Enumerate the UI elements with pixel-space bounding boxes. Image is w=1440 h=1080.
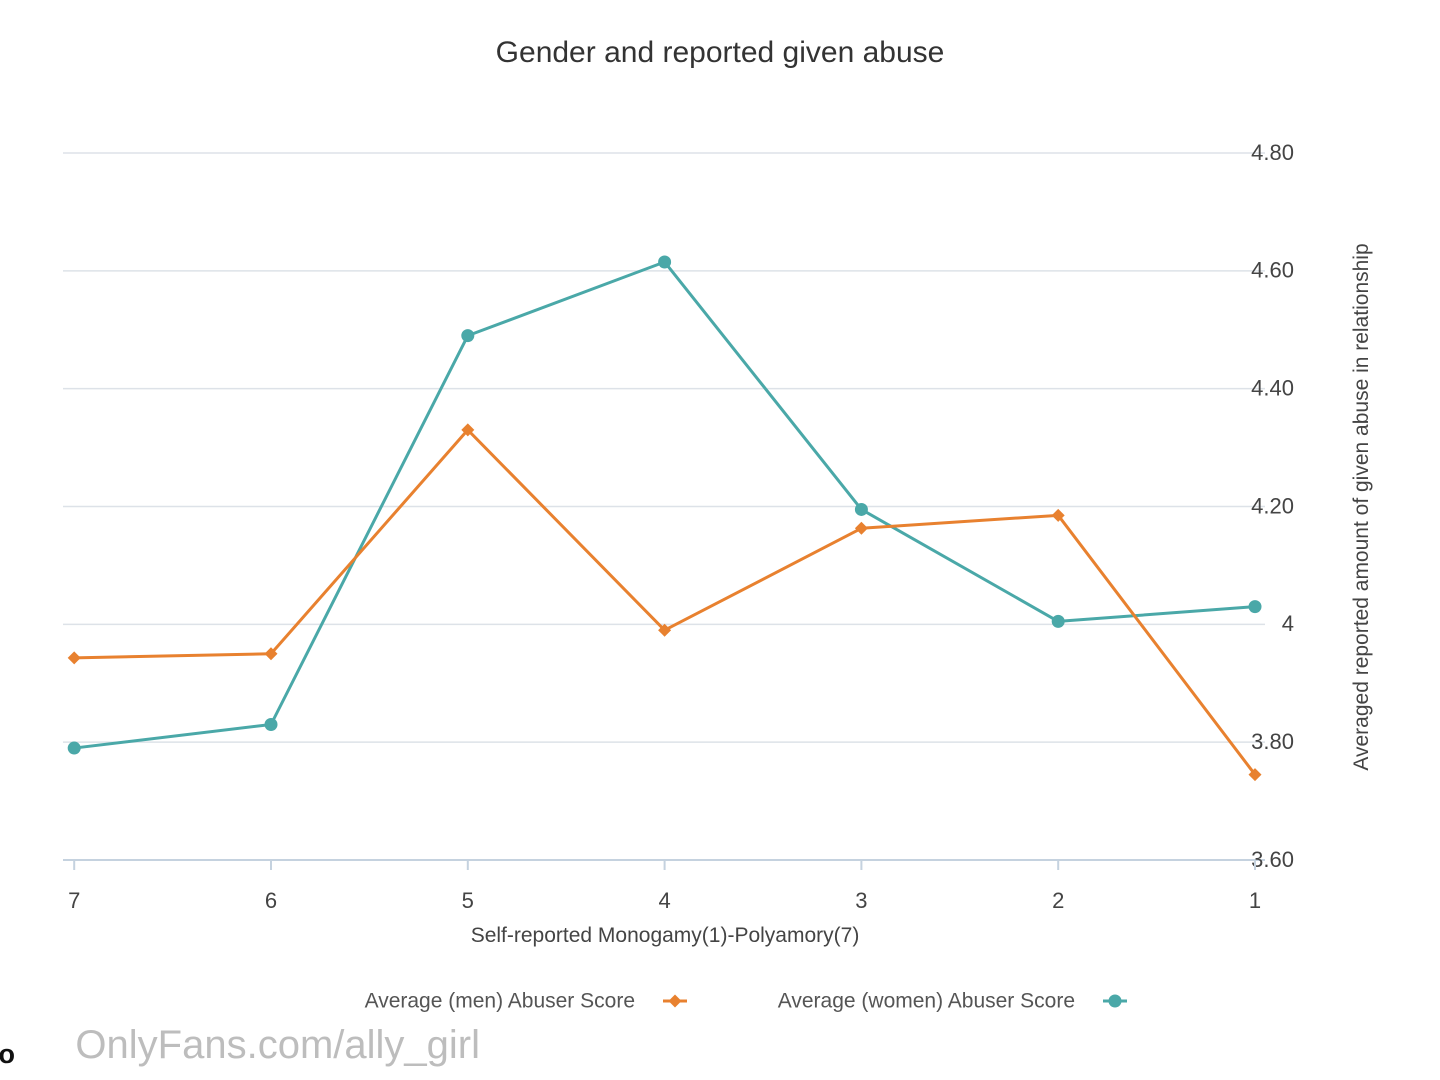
watermark: OnlyFans.com/ally_girl — [75, 1023, 480, 1067]
y-axis-ticks: 3.60 3.80 4 4.20 4.40 4.60 4.80 — [1251, 140, 1294, 872]
data-point-men — [658, 623, 672, 637]
x-tick-label: 5 — [462, 888, 474, 913]
data-point-men — [461, 423, 475, 437]
y-tick-label: 3.80 — [1251, 729, 1294, 754]
y-tick-label: 4 — [1282, 611, 1294, 636]
data-point-women — [854, 502, 868, 516]
y-tick-label: 4.20 — [1251, 493, 1294, 518]
series-line-women — [74, 260, 1256, 750]
data-point-women — [67, 741, 81, 755]
x-tick-label: 2 — [1052, 888, 1064, 913]
data-point-women — [264, 717, 278, 731]
legend-label-women: Average (women) Abuser Score — [778, 990, 1075, 1013]
x-tick-label: 4 — [658, 888, 670, 913]
x-axis-ticks: 1 2 3 4 5 6 7 — [68, 860, 1261, 913]
data-point-men — [67, 651, 81, 665]
series-line-men — [74, 428, 1257, 776]
data-point-men — [264, 647, 278, 661]
legend-label-men: Average (men) Abuser Score — [365, 990, 635, 1013]
data-point-men — [854, 521, 868, 535]
x-axis-label: Self-reported Monogamy(1)-Polyamory(7) — [471, 924, 860, 947]
data-point-women — [461, 329, 475, 343]
x-tick-label: 3 — [855, 888, 867, 913]
legend: Average (women) Abuser Score Average (men… — [365, 990, 1127, 1013]
data-point-men — [1248, 768, 1262, 782]
y-axis-label: Averaged reported amount of given abuse … — [1350, 243, 1373, 770]
legend-marker-women — [1108, 994, 1122, 1008]
x-tick-label: 1 — [1249, 888, 1261, 913]
legend-marker-men — [668, 994, 682, 1008]
y-tick-label: 4.40 — [1251, 375, 1294, 400]
gridlines — [63, 152, 1265, 861]
y-tick-label: 3.60 — [1251, 847, 1294, 872]
data-point-women — [1051, 614, 1065, 628]
x-tick-label: 7 — [68, 888, 80, 913]
series-group — [67, 255, 1262, 782]
x-tick-label: 6 — [265, 888, 277, 913]
data-point-women — [658, 255, 672, 269]
data-point-women — [1248, 600, 1262, 614]
y-tick-label: 4.60 — [1251, 258, 1294, 283]
chart-title: Gender and reported given abuse — [496, 36, 945, 69]
data-point-men — [1051, 508, 1065, 522]
y-tick-label: 4.80 — [1251, 140, 1294, 165]
datahero-logo: DataHero — [0, 1039, 15, 1069]
